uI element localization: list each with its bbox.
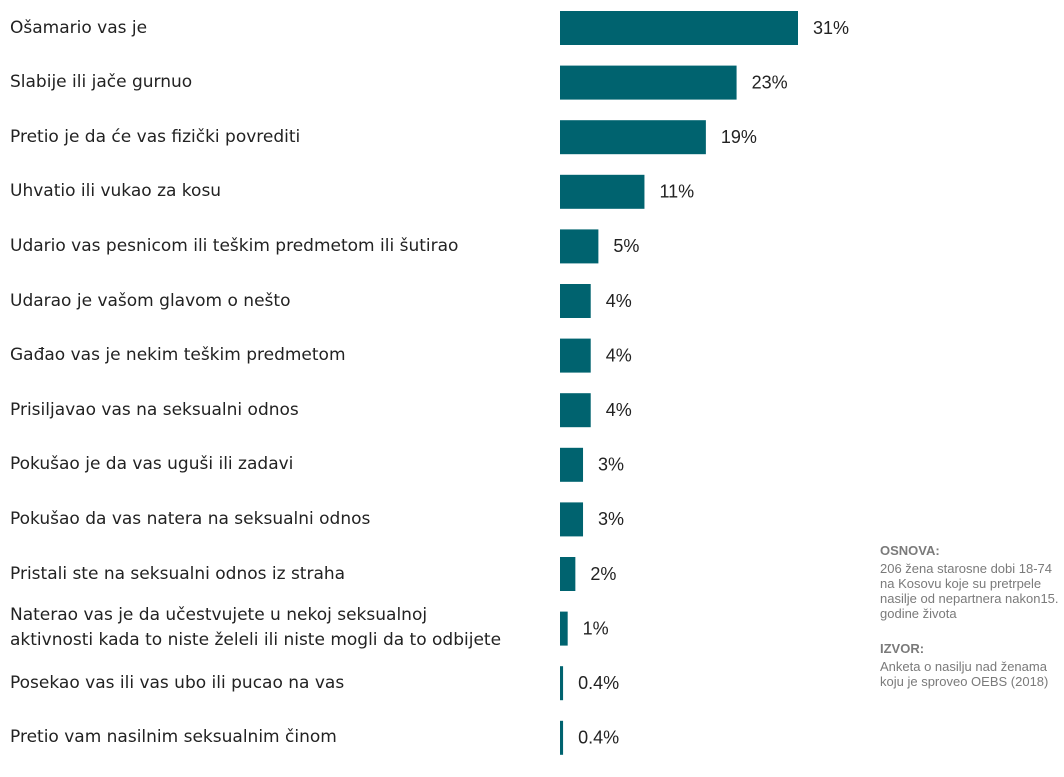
note-heading: IZVOR: — [880, 641, 925, 656]
bar — [560, 338, 591, 373]
value-label: 0.4% — [578, 728, 619, 748]
category-label: Pretio vam nasilnim seksualnim činom — [10, 727, 337, 748]
note-heading: OSNOVA: — [880, 543, 940, 558]
category-label: Naterao vas je da učestvujete u nekoj se… — [10, 604, 502, 650]
category-label: Prisiljavao vas na seksualni odnos — [10, 399, 299, 420]
category-label: Udarao je vašom glavom o nešto — [10, 290, 291, 311]
bar — [560, 720, 564, 755]
value-label: 4% — [606, 291, 632, 311]
value-label: 2% — [590, 564, 616, 584]
bar — [560, 502, 584, 537]
category-label: Pokušao da vas natera na seksualni odnos — [10, 508, 371, 529]
bar — [560, 65, 737, 100]
notes: OSNOVA: 206 žena starosne dobi 18-74 na … — [880, 543, 1064, 709]
value-label: 4% — [606, 400, 632, 420]
value-label: 1% — [583, 618, 609, 638]
category-label: Gađao vas je nekim teškim predmetom — [10, 345, 346, 366]
bar — [560, 120, 706, 155]
bar — [560, 393, 591, 428]
category-label: Udario vas pesnicom ili teškim predmetom… — [10, 235, 459, 256]
category-label: Slabije ili jače gurnuo — [10, 72, 193, 93]
value-label: 31% — [813, 18, 849, 38]
category-label: Ošamario vas je — [10, 17, 148, 38]
bar — [560, 174, 645, 209]
bar — [560, 11, 798, 45]
note-text: Anketa o nasilju nad ženama koju je spro… — [880, 659, 1049, 689]
value-label: 3% — [598, 455, 624, 475]
category-label: Pristali ste na seksualni odnos iz strah… — [10, 563, 346, 584]
value-label: 4% — [606, 345, 632, 365]
value-label: 0.4% — [578, 673, 619, 693]
value-label: 5% — [613, 236, 639, 256]
category-label: Uhvatio ili vukao za kosu — [10, 181, 222, 202]
note-text: 206 žena starosne dobi 18-74 na Kosovu k… — [880, 561, 1059, 621]
bar — [560, 557, 576, 591]
bar — [560, 229, 599, 264]
bar — [560, 666, 564, 701]
value-label: 3% — [598, 509, 624, 529]
category-label: Posekao vas ili vas ubo ili pucao na vas — [10, 672, 345, 693]
category-label: Pretio je da će vas fizički povrediti — [10, 126, 301, 147]
category-label: Pokušao je da vas uguši ili zadavi — [10, 454, 294, 475]
bar — [560, 447, 584, 482]
value-label: 19% — [721, 127, 757, 147]
bar — [560, 611, 568, 646]
value-label: 23% — [752, 72, 788, 92]
value-label: 11% — [659, 182, 694, 202]
bar — [560, 284, 591, 318]
